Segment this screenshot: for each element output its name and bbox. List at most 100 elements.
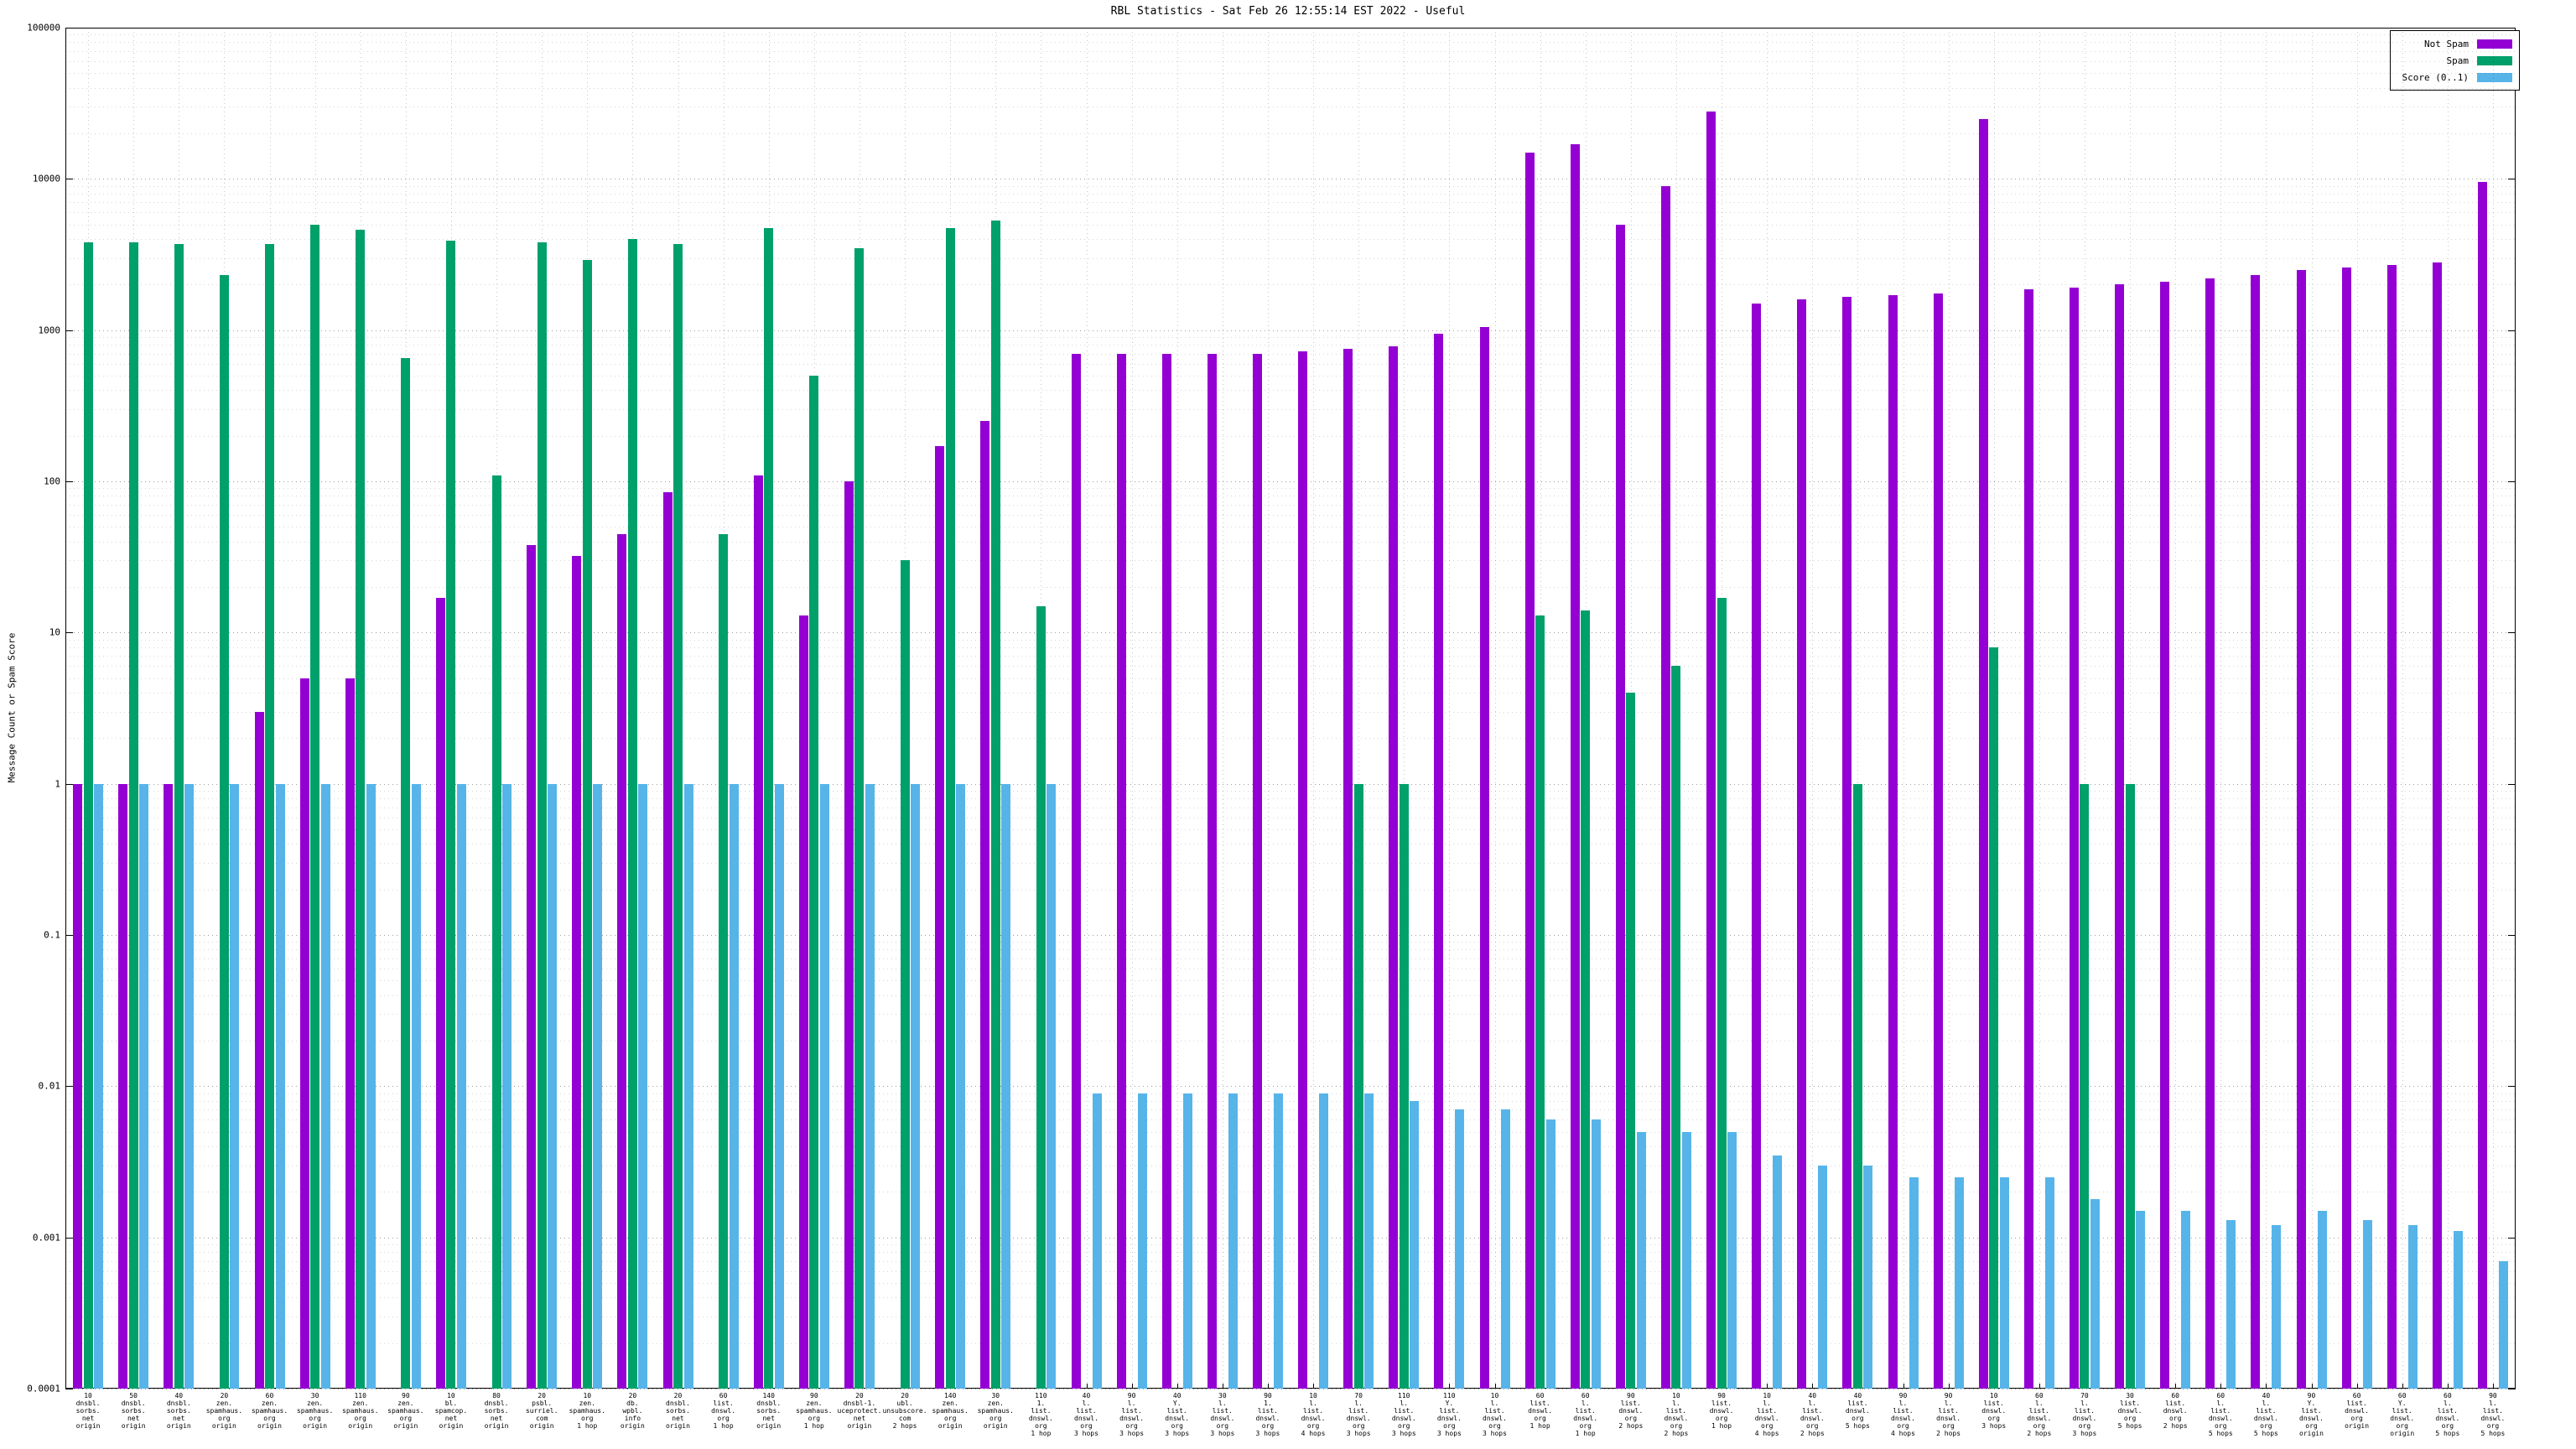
minor-gridline	[65, 212, 2516, 214]
y-axis-tick	[2508, 28, 2516, 29]
x-tick-label: 60 list. dnswl. org origin	[2345, 1392, 2370, 1430]
bar-not-spam	[1252, 353, 1262, 1389]
x-tick-label: 90 Y. list. dnswl. org origin	[2299, 1392, 2324, 1437]
bar-not-spam	[1842, 297, 1852, 1389]
minor-gridline	[65, 336, 2516, 338]
legend-entry-score: Score (0..1)	[2402, 69, 2512, 86]
y-tick-label: 10	[49, 626, 60, 638]
bar-spam	[719, 533, 729, 1389]
minor-gridline	[65, 647, 2516, 648]
bar-score-0-1	[1681, 1131, 1691, 1389]
minor-gridline	[65, 193, 2516, 195]
x-axis-tick	[2175, 1384, 2177, 1389]
legend-label-not-spam: Not Spam	[2424, 38, 2469, 49]
x-tick-label: 40 Y. list. dnswl. org 3 hops	[1165, 1392, 1190, 1437]
bar-spam	[1353, 783, 1363, 1389]
minor-gridline	[65, 488, 2516, 490]
minor-gridline	[65, 50, 2516, 52]
bar-spam	[945, 228, 955, 1389]
vertical-gridline	[1176, 28, 1178, 1389]
bar-score-0-1	[911, 783, 921, 1389]
bar-spam	[1626, 693, 1636, 1389]
minor-gridline	[65, 106, 2516, 108]
bar-not-spam	[2115, 284, 2125, 1389]
minor-gridline	[65, 408, 2516, 410]
bar-score-0-1	[2407, 1225, 2418, 1389]
x-tick-label: 60 l. list. dnswl. org 5 hops	[2208, 1392, 2233, 1437]
bar-spam	[627, 239, 637, 1389]
bar-not-spam	[1615, 224, 1625, 1389]
minor-gridline	[65, 435, 2516, 437]
x-axis-tick	[2356, 1384, 2358, 1389]
vertical-gridline	[2492, 28, 2494, 1389]
minor-gridline	[65, 133, 2516, 135]
vertical-gridline	[1948, 28, 1950, 1389]
minor-gridline	[65, 1119, 2516, 1121]
y-axis-label: Message Count or Spam Score	[6, 632, 18, 783]
bar-not-spam	[527, 544, 537, 1389]
bar-score-0-1	[956, 783, 966, 1389]
bar-not-spam	[2432, 262, 2442, 1389]
minor-gridline	[65, 239, 2516, 241]
x-tick-label: 10 bl. spamcop. net origin	[434, 1392, 468, 1430]
minor-gridline	[65, 587, 2516, 589]
bar-score-0-1	[2272, 1225, 2282, 1389]
bar-not-spam	[299, 678, 309, 1389]
x-tick-label: 60 Y. list. dnswl. org origin	[2390, 1392, 2415, 1437]
major-gridline	[65, 481, 2516, 482]
bar-not-spam	[1524, 152, 1535, 1389]
x-tick-label: 10 dnsbl. sorbs. net origin	[75, 1392, 101, 1430]
minor-gridline	[65, 1109, 2516, 1111]
bar-score-0-1	[2181, 1210, 2191, 1389]
y-tick-label: 100000	[27, 22, 60, 34]
bar-spam	[1399, 783, 1409, 1389]
legend-swatch-score	[2477, 72, 2512, 82]
bar-not-spam	[2205, 278, 2215, 1389]
bar-spam	[356, 230, 366, 1389]
y-axis-tick	[65, 330, 73, 331]
minor-gridline	[65, 980, 2516, 982]
vertical-gridline	[2356, 28, 2358, 1389]
vertical-gridline	[2130, 28, 2132, 1389]
major-gridline	[65, 330, 2516, 331]
minor-gridline	[65, 1131, 2516, 1133]
bar-spam	[582, 260, 592, 1389]
bar-score-0-1	[729, 783, 739, 1389]
bar-score-0-1	[683, 783, 693, 1389]
bar-not-spam	[435, 597, 445, 1389]
y-axis-tick	[65, 632, 73, 634]
bar-spam	[854, 247, 865, 1389]
x-tick-label: 30 zen. spamhaus. org origin	[977, 1392, 1014, 1430]
bar-not-spam	[164, 783, 174, 1389]
x-tick-label: 110 Y. list. dnswl. org 3 hops	[1436, 1392, 1462, 1437]
bar-not-spam	[572, 556, 582, 1389]
x-tick-label: 90 zen. spamhaus. org 1 hop	[796, 1392, 833, 1430]
minor-gridline	[65, 790, 2516, 792]
bar-score-0-1	[865, 783, 875, 1389]
minor-gridline	[65, 185, 2516, 187]
minor-gridline	[65, 375, 2516, 377]
y-tick-label: 1	[55, 778, 60, 790]
bar-not-spam	[1660, 185, 1670, 1389]
x-axis-tick	[1131, 1384, 1133, 1389]
y-tick-label: 0.001	[32, 1232, 60, 1244]
bar-spam	[1671, 666, 1681, 1389]
bar-score-0-1	[94, 783, 104, 1389]
vertical-gridline	[1903, 28, 1904, 1389]
x-tick-label: 60 list. dnswl. org 1 hop	[711, 1392, 736, 1430]
minor-gridline	[65, 639, 2516, 641]
x-axis-tick	[1903, 1384, 1904, 1389]
x-tick-label: 20 dnsbl. sorbs. net origin	[666, 1392, 690, 1430]
vertical-gridline	[1131, 28, 1133, 1389]
bar-not-spam	[1298, 351, 1308, 1389]
minor-gridline	[65, 257, 2516, 259]
bar-not-spam	[2386, 264, 2397, 1389]
bar-not-spam	[73, 783, 83, 1389]
vertical-gridline	[2220, 28, 2222, 1389]
x-axis-tick	[2311, 1384, 2313, 1389]
minor-gridline	[65, 1244, 2516, 1245]
bar-spam	[1036, 605, 1046, 1389]
minor-gridline	[65, 73, 2516, 75]
bar-not-spam	[844, 481, 854, 1389]
vertical-gridline	[1767, 28, 1768, 1389]
